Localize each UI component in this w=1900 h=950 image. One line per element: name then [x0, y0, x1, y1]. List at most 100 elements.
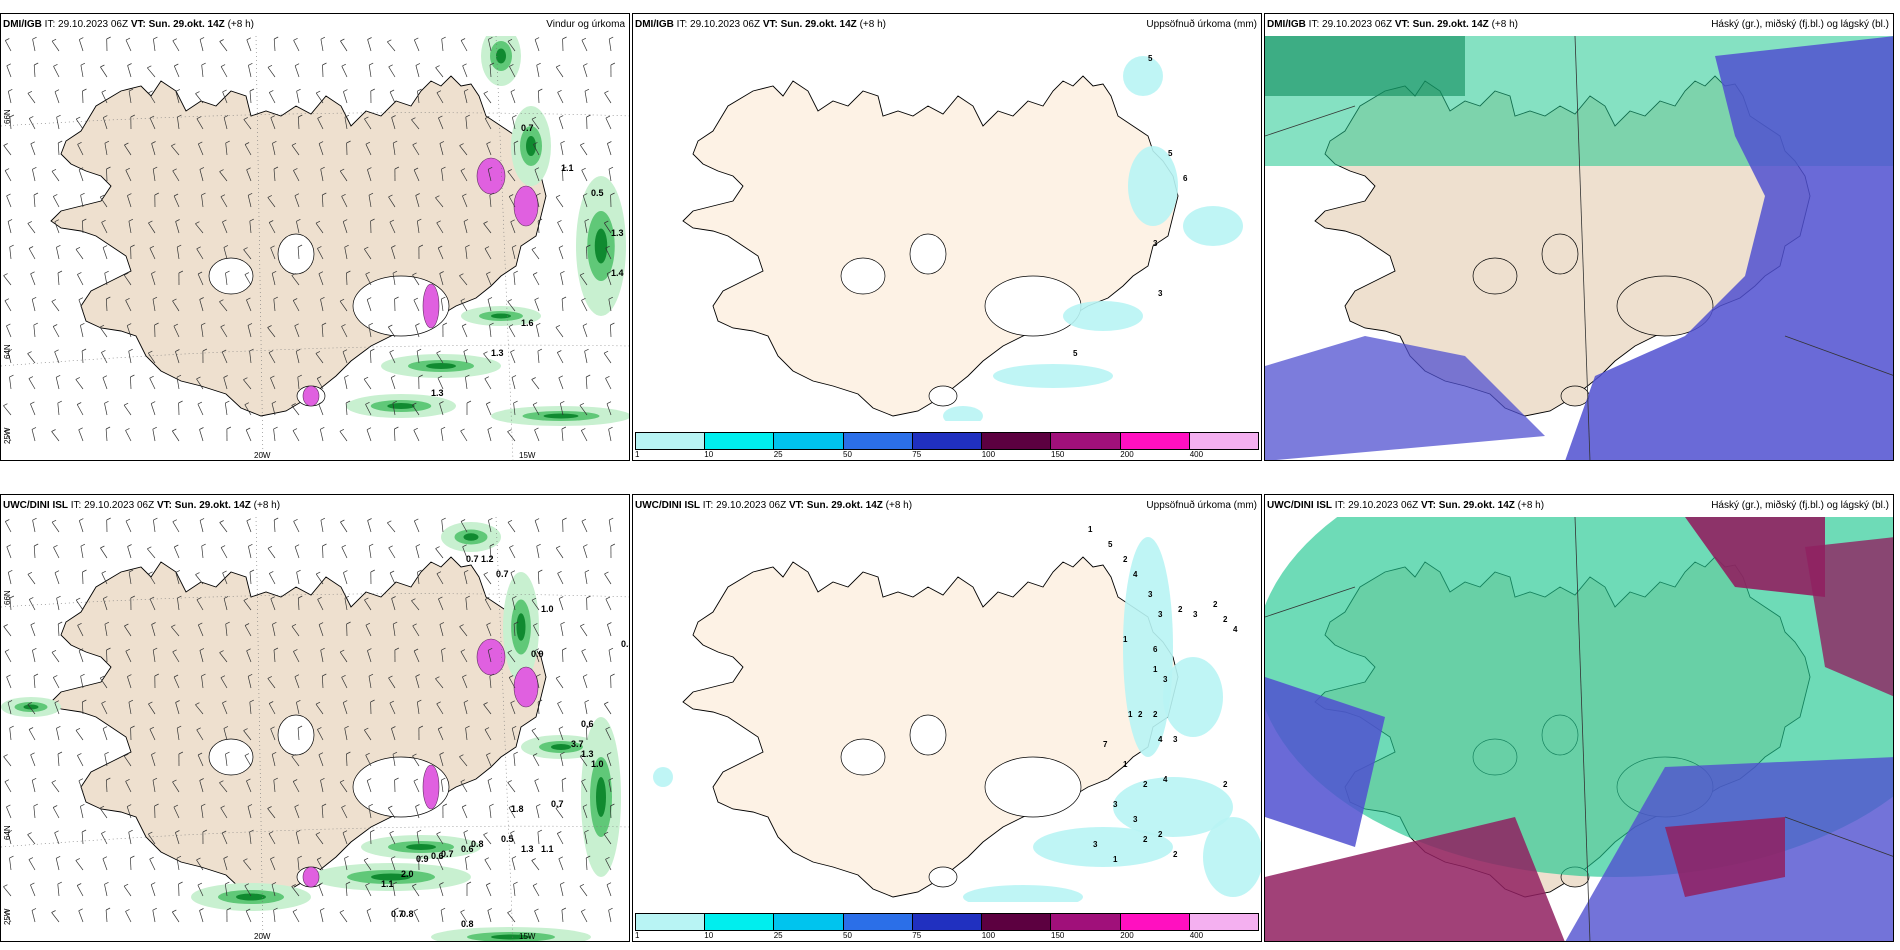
lat-label: 64N — [3, 344, 12, 359]
precip-value-label: 0.7 — [496, 569, 509, 579]
wind-barbs — [3, 517, 616, 923]
precip-value-label: 1.3 — [431, 388, 444, 398]
precip-area-core — [371, 873, 411, 881]
accum-value-label: 2 — [1158, 830, 1163, 839]
glacier-outline — [840, 257, 886, 295]
lon-label: 20W — [254, 932, 271, 941]
graticule — [1, 517, 629, 941]
accum-value-label: 4 — [1158, 735, 1163, 744]
colorbar-swatch — [843, 433, 913, 449]
accum-value-label: 5 — [1108, 540, 1113, 549]
accum-value-label: 3 — [1163, 675, 1168, 684]
panel-header: DMI/IGB IT: 29.10.2023 06Z VT: Sun. 29.o… — [633, 14, 1261, 36]
init-time: 29.10.2023 06Z — [58, 19, 129, 30]
precip-area-core — [516, 613, 526, 641]
precip-value-label: 2.0 — [401, 869, 414, 879]
low-cloud-area — [1265, 817, 1565, 941]
precip-area-core — [594, 228, 608, 264]
model-name: UWC/DINI ISL — [3, 500, 68, 511]
precip-value-label: 1.0 — [541, 604, 554, 614]
mid-cloud-area — [1265, 336, 1545, 460]
lon-label: 25W — [3, 908, 12, 925]
colorbar — [635, 432, 1259, 450]
accum-value-label: 2 — [1153, 710, 1158, 719]
valid-time-label: VT: — [130, 19, 146, 30]
accum-value-label: 1 — [1088, 525, 1093, 534]
colorbar-tick: 200 — [1120, 450, 1134, 459]
model-name: DMI/IGB — [635, 19, 674, 30]
init-time-label: IT: — [1308, 19, 1320, 30]
valid-time-label: VT: — [762, 19, 778, 30]
colorbar-swatch — [912, 914, 983, 930]
accum-value-label: 6 — [1153, 645, 1158, 654]
glacier-outline — [1472, 257, 1518, 295]
forecast-panel-2: DMI/IGB IT: 29.10.2023 06Z VT: Sun. 29.o… — [632, 13, 1262, 461]
glacier-outline — [1560, 385, 1590, 407]
colorbar-tick: 10 — [704, 931, 714, 940]
init-time: 29.10.2023 06Z — [716, 500, 787, 511]
glacier-outline — [208, 738, 254, 776]
precip-value-label: 0.9 — [531, 649, 544, 659]
colorbar-swatch — [705, 914, 775, 930]
accum-precip-area — [1033, 827, 1173, 867]
precip-value-label: 1.1 — [541, 844, 554, 854]
panel-title: Uppsöfnuð úrkoma (mm) — [1146, 19, 1257, 30]
glacier-outline — [928, 866, 958, 888]
colorbar-tick: 25 — [773, 931, 783, 940]
glacier-outline — [928, 385, 958, 407]
colorbar-swatch — [982, 914, 1052, 930]
colorbar-swatch — [1120, 433, 1190, 449]
precip-area-core — [387, 403, 415, 409]
colorbar-swatch — [705, 433, 775, 449]
forecast-panel-3: DMI/IGB IT: 29.10.2023 06Z VT: Sun. 29.o… — [1264, 13, 1894, 461]
precip-value-label: 1.3 — [491, 348, 504, 358]
precip-area-core — [526, 136, 536, 156]
map-area: 0.71.20.71.00.50.90.63.71.31.00.71.81.31… — [1, 517, 629, 941]
intense-precip — [422, 283, 440, 329]
intense-precip — [476, 638, 506, 676]
model-name: UWC/DINI ISL — [1267, 500, 1332, 511]
accum-precip-area — [1123, 56, 1163, 96]
colorbar-tick: 150 — [1051, 450, 1065, 459]
accum-value-label: 2 — [1223, 615, 1228, 624]
accum-precip-area — [963, 885, 1083, 902]
panel-title: Háský (gr.), miðský (fj.bl.) og lágský (… — [1711, 19, 1889, 30]
precip-value-label: 0.5 — [591, 188, 604, 198]
accum-precip-area — [1113, 777, 1233, 837]
colorbar-ticks: 1 10 25 50 75 100 150 200 400 — [635, 450, 1259, 460]
accum-value-label: 1 — [1123, 760, 1128, 769]
low-cloud-area — [1665, 817, 1785, 897]
low-cloud-area — [1685, 517, 1825, 597]
colorbar-swatch — [636, 914, 706, 930]
wind-barbs — [3, 36, 616, 442]
colorbar-tick: 1 — [635, 931, 640, 940]
glacier-outline — [277, 233, 315, 275]
accum-value-label: 3 — [1148, 590, 1153, 599]
colorbar-swatch — [843, 914, 913, 930]
precip-area-core — [496, 48, 506, 64]
colorbar-tick: 400 — [1189, 931, 1204, 940]
precip-value-label: 0.7 — [551, 799, 564, 809]
valid-time: Sun. 29.okt. 14Z — [1412, 19, 1489, 30]
accum-value-label: 3 — [1133, 815, 1138, 824]
low-cloud-area — [1805, 537, 1893, 697]
lead-time: (+8 h) — [1517, 500, 1545, 511]
lon-label: 20W — [254, 451, 271, 460]
colorbar-ticks: 1 10 25 50 75 100 150 200 400 — [635, 931, 1259, 941]
glacier-outline — [909, 714, 947, 756]
precip-area-core — [23, 704, 39, 710]
colorbar-swatch — [1189, 914, 1258, 930]
init-time-label: IT: — [70, 500, 82, 511]
accum-precip-area — [1183, 206, 1243, 246]
precip-value-label: 0.8 — [471, 839, 484, 849]
intense-precip — [422, 764, 440, 810]
panel-header: DMI/IGB IT: 29.10.2023 06Z VT: Sun. 29.o… — [1265, 14, 1893, 36]
valid-time-label: VT: — [788, 500, 804, 511]
accum-value-label: 4 — [1163, 775, 1168, 784]
accum-value-label: 6 — [1183, 174, 1188, 183]
accum-precip-area — [943, 406, 983, 421]
init-time: 29.10.2023 06Z — [1322, 19, 1393, 30]
valid-time-label: VT: — [1394, 19, 1410, 30]
colorbar — [635, 913, 1259, 931]
